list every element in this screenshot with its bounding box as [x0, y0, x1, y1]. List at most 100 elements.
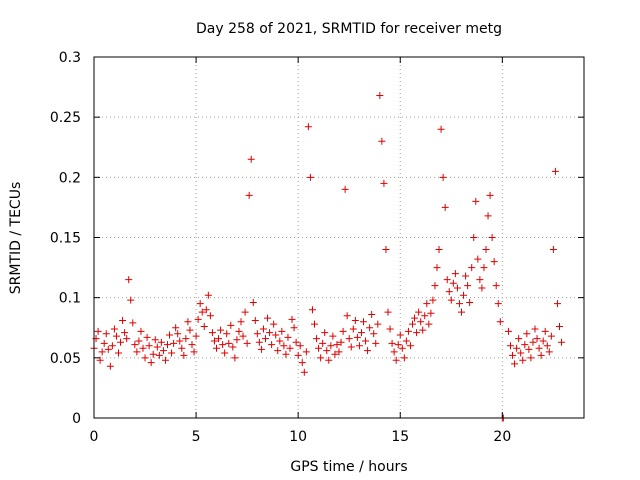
data-point [435, 246, 443, 254]
data-point [168, 349, 176, 357]
data-point [153, 343, 161, 351]
data-point [192, 332, 200, 340]
data-point [423, 300, 431, 308]
data-point [204, 291, 212, 299]
data-point [115, 349, 122, 357]
data-point [429, 296, 437, 304]
data-point [292, 338, 300, 346]
data-point [409, 320, 416, 328]
data-point [280, 342, 288, 350]
data-point [372, 339, 380, 347]
data-point [398, 344, 406, 352]
data-point [490, 258, 498, 266]
data-point [149, 350, 157, 358]
y-axis-label: SRMTID / TECUs [8, 182, 24, 295]
data-point [406, 342, 414, 350]
data-point [460, 291, 468, 299]
data-point [553, 300, 561, 308]
data-point [525, 345, 533, 353]
data-point [415, 308, 423, 316]
data-point [513, 344, 521, 352]
data-point [251, 317, 259, 325]
data-point [286, 344, 294, 352]
data-point [411, 314, 419, 322]
data-points [90, 92, 566, 422]
data-point [276, 337, 284, 345]
data-point [121, 329, 129, 337]
data-point [188, 341, 196, 349]
data-point [382, 246, 390, 254]
data-point [341, 185, 349, 193]
data-point [243, 339, 251, 347]
data-point [166, 331, 174, 339]
data-point [427, 309, 435, 317]
data-point [496, 318, 504, 326]
data-point [235, 327, 243, 335]
data-point [253, 330, 261, 338]
data-point [137, 327, 145, 335]
data-point [172, 324, 180, 332]
data-point [300, 368, 308, 376]
data-point [421, 312, 429, 320]
data-point [441, 203, 449, 211]
data-point [96, 356, 104, 364]
data-point [531, 325, 539, 333]
data-point [364, 347, 372, 355]
data-point [345, 335, 353, 343]
data-point [288, 315, 296, 323]
data-point [139, 344, 147, 352]
data-point [482, 246, 490, 254]
data-point [447, 296, 455, 304]
data-point [257, 345, 265, 353]
data-point [378, 137, 386, 145]
data-point [194, 315, 202, 323]
data-point [549, 246, 557, 254]
data-point [394, 341, 402, 349]
data-point [445, 288, 453, 296]
data-point [213, 344, 220, 352]
data-point [521, 341, 529, 349]
data-point [282, 350, 290, 358]
data-point [486, 191, 494, 199]
data-point [366, 324, 374, 332]
data-point [174, 330, 182, 338]
data-point [145, 342, 153, 350]
data-point [360, 318, 367, 326]
data-point [327, 342, 335, 350]
data-point [453, 284, 461, 292]
data-point [106, 362, 114, 370]
data-point [374, 320, 382, 328]
data-point [178, 344, 186, 352]
data-point [164, 341, 171, 349]
data-point [466, 298, 474, 306]
x-tick-label: 0 [90, 429, 99, 445]
data-point [133, 348, 141, 356]
data-point [290, 324, 298, 332]
data-point [323, 347, 331, 355]
data-point [104, 345, 112, 353]
y-tick-label: 0.15 [50, 231, 81, 247]
data-point [231, 354, 239, 362]
data-point [551, 167, 559, 175]
data-point [210, 337, 218, 345]
data-point [425, 320, 433, 328]
data-point [296, 342, 304, 350]
data-point [321, 329, 329, 337]
data-point [182, 335, 190, 343]
data-point [547, 332, 555, 340]
data-point [180, 351, 188, 359]
data-point [449, 279, 457, 287]
y-tick-label: 0.1 [59, 291, 81, 307]
data-point [537, 351, 545, 359]
data-point [237, 318, 245, 326]
data-point [186, 326, 194, 334]
data-point [402, 337, 410, 345]
data-point [507, 342, 514, 350]
data-point [337, 338, 345, 346]
data-point [353, 333, 361, 341]
data-point [472, 197, 480, 205]
data-point [484, 212, 492, 220]
data-point [556, 323, 563, 331]
data-point [274, 347, 282, 355]
